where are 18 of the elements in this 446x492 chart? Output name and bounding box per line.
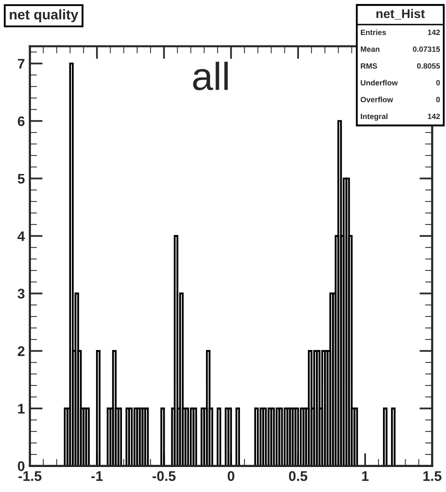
y-tick-label: 5 [18,174,25,184]
x-tick-label: 1 [362,471,369,481]
y-tick-label: 3 [18,288,25,299]
x-tick-label: -1 [91,471,103,481]
y-tick-label: 4 [18,231,25,241]
chart-title: net quality [10,9,78,22]
x-tick-label: -1.5 [18,471,42,481]
text: net_Hist [376,8,425,20]
x-tick-label: 0 [228,471,234,481]
x-tick-label: -0.5 [152,471,176,481]
annotation: all [193,62,228,90]
y-tick-label: 7 [18,58,24,69]
y-tick-label: 2 [18,346,24,356]
x-tick-label: 0.5 [288,471,308,481]
y-tick-label: 1 [18,404,25,414]
y-tick-label: 0 [18,461,24,472]
x-tick-label: 1.5 [423,471,442,481]
y-tick-label: 6 [18,116,25,126]
